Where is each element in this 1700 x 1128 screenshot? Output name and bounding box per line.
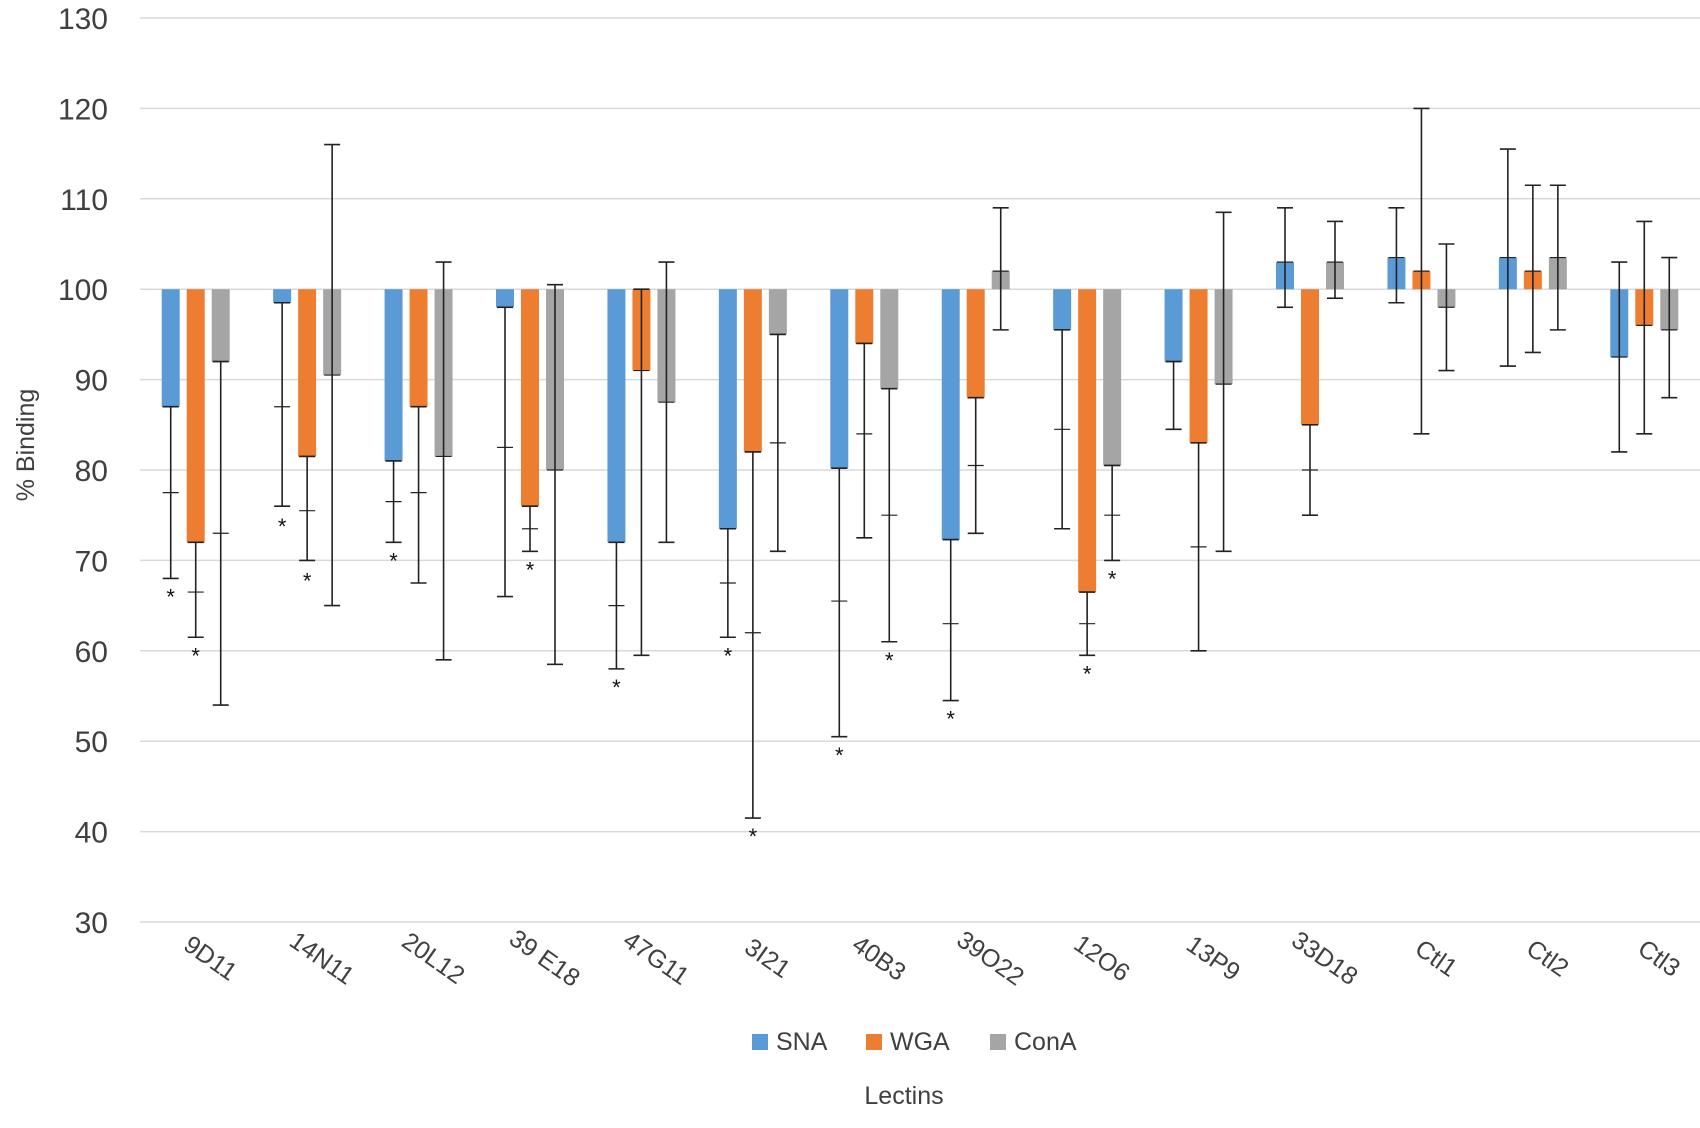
bar-wga-13p9: [1189, 289, 1208, 443]
significance-star: *: [1083, 661, 1092, 686]
bar-wga-14n11: [298, 289, 317, 457]
gridlines: [140, 17, 1700, 923]
bar-sna-3i21: [718, 289, 737, 529]
x-tick-label: Ctl2: [1521, 934, 1573, 982]
x-tick-label: 13P9: [1181, 930, 1245, 986]
bar-wga-39o22: [966, 289, 985, 398]
bar-cona-12o6: [1103, 289, 1122, 466]
bar-sna-47g11: [607, 289, 626, 543]
x-axis-ticks: 9D11 14N11 20L12 39 E18 47G11 3I21 40B3 39O22 12…: [179, 924, 1686, 992]
y-tick-label: 50: [75, 726, 108, 759]
bar-sna-9d11: [161, 289, 180, 407]
bar-wga-3i21: [743, 289, 762, 452]
bar-cona-40b3: [880, 289, 899, 389]
x-tick-label: 9D11: [179, 930, 243, 986]
x-tick-label: 20L12: [397, 927, 470, 990]
significance-star: *: [835, 743, 844, 768]
significance-star: *: [724, 643, 733, 668]
bar-cona-9d11: [211, 289, 230, 362]
y-tick-label: 110: [60, 184, 108, 217]
y-tick-label: 60: [75, 636, 108, 669]
bars: [161, 257, 1679, 593]
significance-star: *: [612, 675, 621, 700]
legend[interactable]: SNA WGA ConA: [752, 1028, 1077, 1056]
significance-star: *: [749, 824, 758, 849]
error-bars: [162, 107, 1678, 819]
significance-star: *: [303, 568, 312, 593]
legend-swatch-cona: [990, 1034, 1006, 1050]
significance-star: *: [1108, 566, 1117, 591]
legend-swatch-sna: [752, 1034, 768, 1050]
significance-star: *: [166, 585, 175, 610]
significance-star: *: [278, 514, 287, 539]
x-tick-label: 14N11: [284, 926, 359, 990]
x-tick-label: 3I21: [739, 933, 795, 984]
bar-wga-33d18: [1301, 289, 1319, 425]
y-tick-label: 90: [75, 365, 108, 398]
y-tick-label: 120: [58, 93, 108, 126]
y-tick-label: 70: [75, 545, 108, 578]
y-tick-label: 100: [58, 274, 108, 307]
legend-label-cona: ConA: [1014, 1028, 1077, 1056]
significance-markers: * * * * * * * * * * * * * *: [166, 514, 1116, 849]
significance-star: *: [946, 707, 955, 732]
x-tick-label: 47G11: [618, 926, 694, 991]
bar-sna-13p9: [1164, 289, 1183, 362]
bar-sna-20l12: [384, 289, 403, 461]
y-tick-label: 80: [75, 455, 108, 488]
significance-star: *: [526, 557, 535, 582]
significance-star: *: [389, 548, 398, 573]
y-tick-label: 30: [75, 907, 108, 940]
bar-wga-39e18: [521, 289, 539, 507]
significance-star: *: [191, 643, 200, 668]
bar-wga-20l12: [409, 289, 428, 407]
bar-wga-12o6: [1078, 289, 1097, 593]
legend-swatch-wga: [866, 1034, 882, 1050]
legend-label-sna: SNA: [776, 1028, 828, 1056]
y-axis-ticks: 30 40 50 60 70 80 90 100 110 120 130: [58, 3, 108, 940]
bar-wga-40b3: [855, 289, 874, 344]
y-axis-title: % Binding: [12, 389, 40, 502]
bar-sna-39o22: [941, 289, 960, 540]
x-tick-label: Ctl1: [1410, 934, 1462, 982]
y-tick-label: 130: [58, 3, 108, 36]
x-tick-label: Ctl3: [1633, 934, 1685, 982]
x-tick-label: 12O6: [1069, 929, 1135, 987]
bar-sna-14n11: [273, 289, 292, 303]
legend-label-wga: WGA: [890, 1028, 950, 1056]
bar-sna-39e18: [496, 289, 514, 308]
bar-cona-3i21: [768, 289, 787, 335]
x-tick-label: 33D18: [1286, 926, 1362, 991]
x-axis-title: Lectins: [864, 1082, 943, 1110]
x-tick-label: 39 E18: [504, 924, 585, 992]
y-tick-label: 40: [75, 817, 108, 850]
significance-star: *: [885, 648, 894, 673]
bar-sna-12o6: [1053, 289, 1072, 330]
bar-sna-40b3: [830, 289, 849, 469]
bar-wga-9d11: [186, 289, 205, 543]
x-tick-label: 39O22: [952, 925, 1030, 991]
x-tick-label: 40B3: [847, 930, 911, 986]
